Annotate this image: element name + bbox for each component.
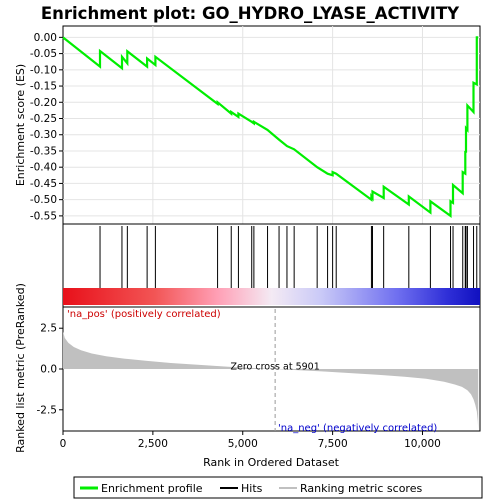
x-tick-label: 0: [60, 438, 67, 450]
zero-cross-label: Zero cross at 5901: [230, 362, 319, 373]
hits-panel: [62, 223, 481, 308]
x-tick-label: 2,500: [138, 438, 168, 450]
x-axis-label: Rank in Ordered Dataset: [203, 456, 340, 469]
x-tick-label: 10,000: [404, 438, 441, 450]
x-tick-label: 7,500: [318, 438, 348, 450]
legend-label-ranking: Ranking metric scores: [300, 482, 422, 495]
es-panel: 0.00 -0.05 -0.10 -0.15 -0.20 -0.25 -0.30 -0.35 -…: [14, 25, 481, 225]
es-y-tick-label: -0.50: [30, 194, 57, 206]
metric-y-tick-label: 0.0: [40, 364, 57, 376]
positive-correlation-label: 'na_pos' (positively correlated): [67, 309, 221, 320]
negative-correlation-label: 'na_neg' (negatively correlated): [278, 423, 437, 434]
legend: Enrichment profile Hits Ranking metric s…: [73, 476, 483, 499]
es-y-tick-label: -0.20: [30, 97, 57, 109]
legend-label-enrichment: Enrichment profile: [101, 482, 203, 495]
chart-title: Enrichment plot: GO_HYDRO_LYASE_ACTIVITY: [41, 4, 460, 23]
es-plot-frame: [62, 25, 481, 225]
metric-y-axis-label: Ranked list metric (PreRanked): [14, 283, 27, 453]
es-y-tick-label: -0.30: [30, 129, 57, 141]
es-y-tick-label: -0.05: [30, 48, 57, 60]
es-y-axis-label: Enrichment score (ES): [14, 64, 27, 186]
enrichment-profile-line: [62, 36, 479, 219]
metric-panel: Zero cross at 5901 'na_pos' (positively …: [14, 283, 481, 469]
ranking-color-bar: [63, 288, 480, 305]
es-y-tick-label: -0.45: [30, 178, 57, 190]
es-y-tick-label: 0.00: [34, 32, 57, 44]
es-y-tick-label: -0.15: [30, 81, 57, 93]
es-y-tick-label: -0.35: [30, 145, 57, 157]
x-tick-label: 5,000: [228, 438, 258, 450]
legend-box: [73, 476, 483, 499]
es-y-tick-label: -0.55: [30, 210, 57, 222]
metric-y-tick-label: 2.5: [40, 323, 57, 335]
es-y-tick-label: -0.40: [30, 162, 57, 174]
es-y-tick-label: -0.10: [30, 64, 57, 76]
legend-label-hits: Hits: [241, 482, 263, 495]
es-y-tick-label: -0.25: [30, 113, 57, 125]
metric-y-tick-label: -2.5: [37, 404, 58, 416]
